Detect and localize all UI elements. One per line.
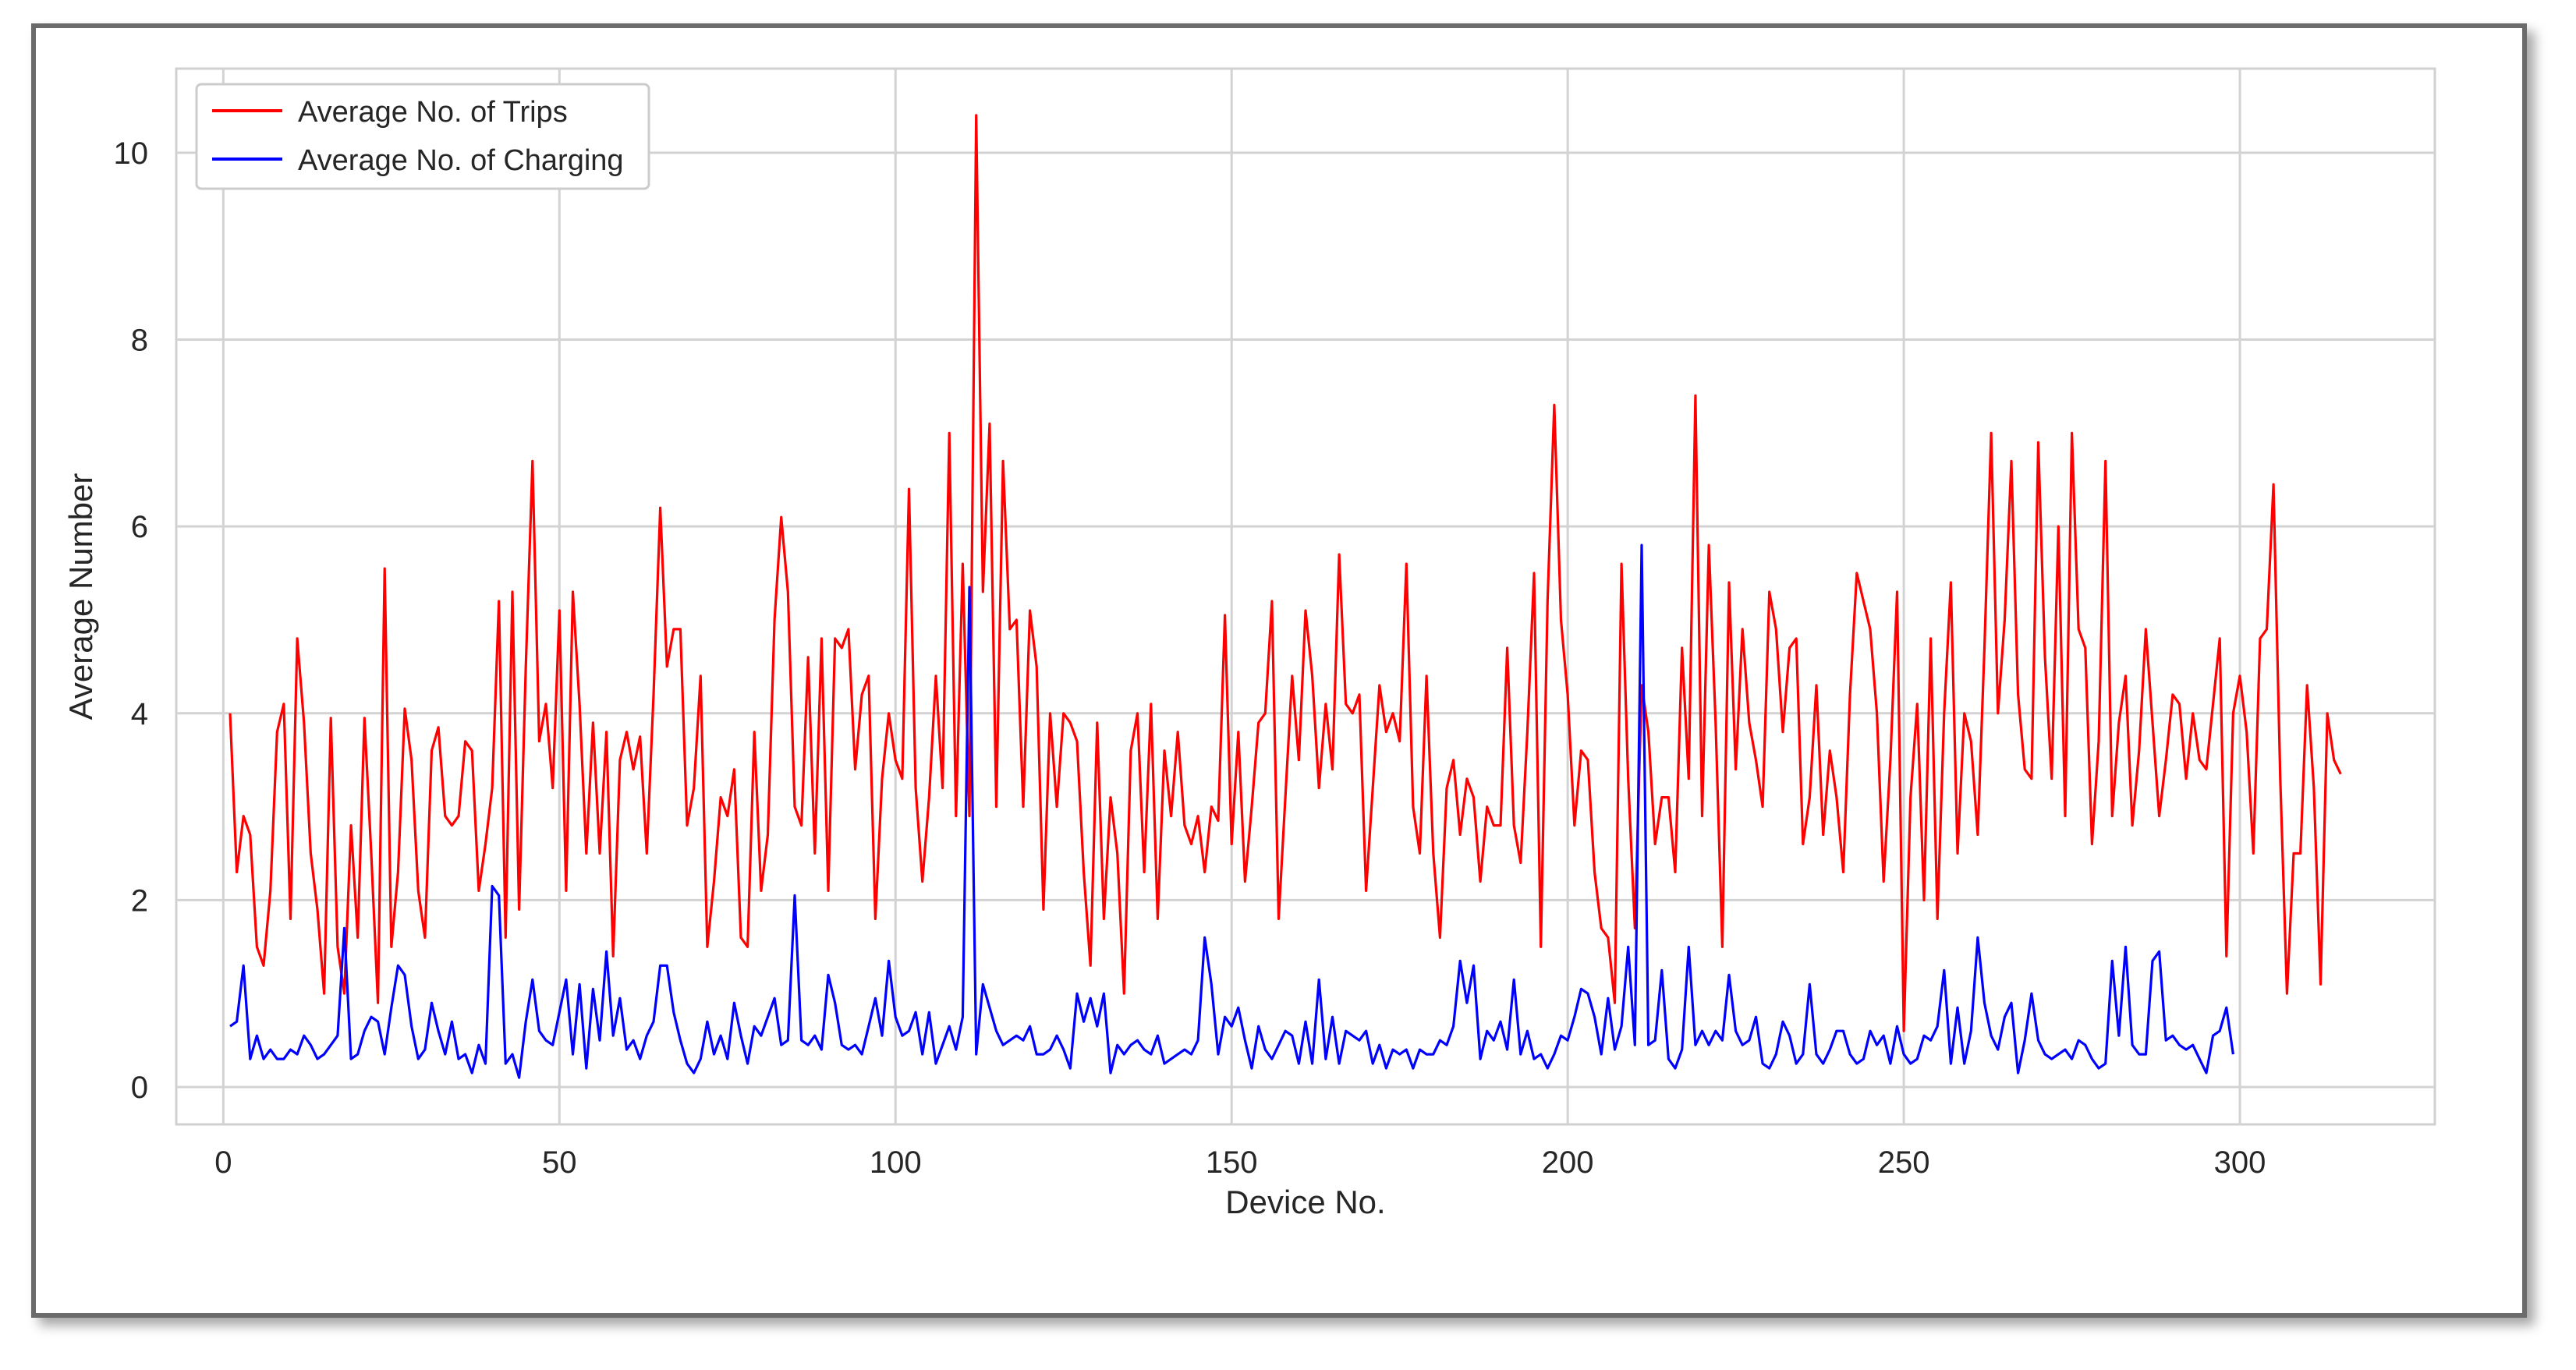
- x-tick-label: 0: [214, 1145, 232, 1180]
- line-chart: 0 50 100 150 200 250 300 0 2 4 6 8 10 Device No. Ave…: [62, 67, 2436, 1220]
- series-line-charging: [229, 543, 2234, 1079]
- x-tick-label: 250: [1878, 1145, 1930, 1180]
- plot-area: [175, 67, 2436, 1126]
- series-lines: [229, 114, 2342, 1079]
- y-tick-label: 0: [131, 1071, 148, 1105]
- tick-labels: 0 50 100 150 200 250 300 0 2 4 6 8 10: [114, 136, 2266, 1180]
- x-tick-label: 50: [542, 1145, 577, 1180]
- x-axis-label: Device No.: [1225, 1184, 1385, 1220]
- legend-label-charging: Average No. of Charging: [298, 144, 624, 177]
- y-tick-label: 6: [131, 510, 148, 544]
- x-tick-label: 300: [2214, 1145, 2266, 1180]
- x-tick-label: 200: [1542, 1145, 1594, 1180]
- y-tick-label: 2: [131, 883, 148, 918]
- x-tick-label: 100: [870, 1145, 922, 1180]
- chart-frame: 0 50 100 150 200 250 300 0 2 4 6 8 10 Device No. Ave…: [31, 23, 2527, 1318]
- legend-label-trips: Average No. of Trips: [298, 96, 568, 129]
- legend-box: [195, 83, 650, 190]
- y-axis-label: Average Number: [62, 473, 99, 720]
- legend: Average No. of Trips Average No. of Char…: [195, 83, 650, 190]
- series-line-trips: [229, 114, 2342, 1032]
- y-tick-label: 8: [131, 323, 148, 357]
- grid-lines: [176, 69, 2435, 1124]
- y-tick-label: 4: [131, 697, 148, 731]
- y-tick-label: 10: [114, 136, 149, 171]
- x-tick-label: 150: [1206, 1145, 1258, 1180]
